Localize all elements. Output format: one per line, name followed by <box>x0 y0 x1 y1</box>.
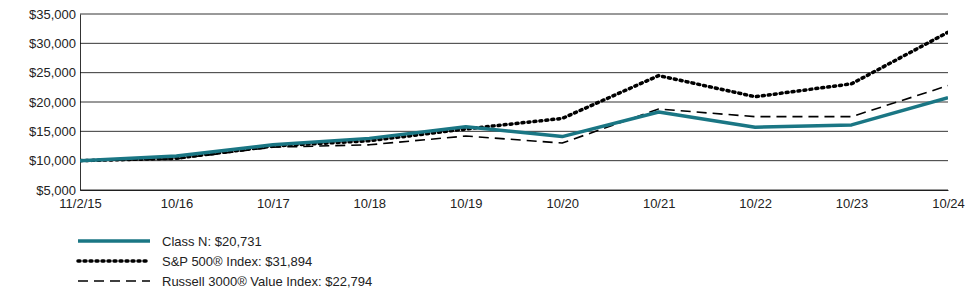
y-tick-label: $35,000 <box>29 7 76 22</box>
x-tick: 11/2/15 <box>59 190 101 211</box>
legend-swatch <box>78 280 150 282</box>
y-tick: $15,000 <box>29 124 80 139</box>
y-tick-label: $10,000 <box>29 153 76 168</box>
x-tick-label: 11/2/15 <box>59 196 101 211</box>
y-tick: $25,000 <box>29 65 80 80</box>
y-tick: $10,000 <box>29 153 80 168</box>
x-tick: 10/20 <box>546 190 579 211</box>
legend-label: Class N: $20,731 <box>162 234 262 249</box>
legend-item: S&P 500® Index: $31,894 <box>78 254 312 269</box>
grid-line <box>80 14 948 15</box>
legend-label: Russell 3000® Value Index: $22,794 <box>162 274 372 289</box>
y-tick-label: $20,000 <box>29 95 76 110</box>
grid-line <box>80 72 948 73</box>
x-axis: 11/2/15 10/16 10/17 10/18 10/19 10/20 10/21 10/… <box>59 190 964 211</box>
legend-swatch <box>78 259 150 263</box>
x-tick-label: 10/24 <box>932 196 965 211</box>
x-tick-label: 10/18 <box>354 196 387 211</box>
chart: $5,000$10,000$15,000$20,000$25,000$30,00… <box>0 0 975 304</box>
series-line <box>80 86 948 161</box>
y-axis: $5,000$10,000$15,000$20,000$25,000$30,00… <box>29 7 81 198</box>
y-tick: $30,000 <box>29 36 80 51</box>
series-line <box>80 98 948 161</box>
x-axis-line <box>81 190 949 191</box>
x-tick: 10/17 <box>257 190 290 211</box>
x-tick-label: 10/20 <box>546 196 579 211</box>
x-tick: 10/18 <box>354 190 387 211</box>
y-tick-label: $15,000 <box>29 124 76 139</box>
y-tick-label: $25,000 <box>29 65 76 80</box>
x-tick-label: 10/21 <box>643 196 676 211</box>
series-line <box>80 32 948 160</box>
x-tick-label: 10/19 <box>450 196 483 211</box>
y-tick-label: $30,000 <box>29 36 76 51</box>
legend-swatch <box>78 239 150 243</box>
x-tick: 10/16 <box>161 190 194 211</box>
legend-label: S&P 500® Index: $31,894 <box>162 254 312 269</box>
grid-line <box>80 160 948 161</box>
legend: Class N: $20,731 S&P 500® Index: $31,894 R… <box>78 234 372 289</box>
x-tick: 10/21 <box>643 190 676 211</box>
grid-line <box>80 102 948 103</box>
legend-item: Russell 3000® Value Index: $22,794 <box>78 274 372 289</box>
y-axis-line <box>80 15 81 191</box>
x-tick: 10/22 <box>739 190 772 211</box>
grid-line <box>80 43 948 44</box>
lines <box>80 32 948 160</box>
y-tick: $35,000 <box>29 7 80 22</box>
x-tick-label: 10/17 <box>257 196 290 211</box>
x-tick: 10/23 <box>836 190 869 211</box>
x-tick-label: 10/23 <box>836 196 869 211</box>
x-tick: 10/19 <box>450 190 483 211</box>
legend-item: Class N: $20,731 <box>78 234 262 249</box>
grid-line <box>80 190 948 191</box>
x-tick-label: 10/22 <box>739 196 772 211</box>
grid <box>80 14 948 190</box>
x-tick-label: 10/16 <box>161 196 194 211</box>
y-tick: $20,000 <box>29 95 80 110</box>
x-tick: 10/24 <box>932 190 965 211</box>
